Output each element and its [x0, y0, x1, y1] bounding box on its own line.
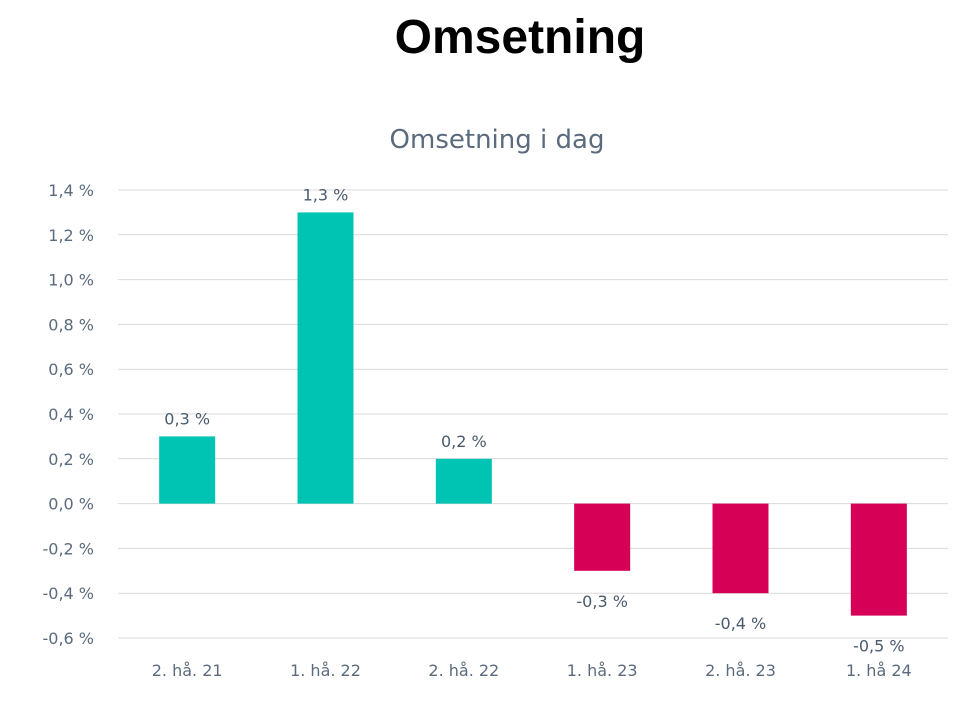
y-tick-label: 0,8 %: [48, 315, 94, 334]
data-label: 1,3 %: [303, 185, 349, 204]
chart-title: Omsetning i dag: [390, 125, 605, 155]
page-title: Omsetning: [394, 11, 646, 64]
y-tick-label: 0,4 %: [48, 405, 94, 424]
y-tick-label: 1,4 %: [48, 181, 94, 200]
x-tick-label: 2. hå. 21: [152, 661, 223, 680]
y-tick-label: 0,6 %: [48, 360, 94, 379]
bar: [712, 503, 769, 594]
x-axis-ticks: 2. hå. 21 1. hå. 22 2. hå. 22 1. hå. 23 2. h…: [152, 661, 912, 680]
x-tick-label: 1. hå. 23: [567, 661, 638, 680]
x-tick-label: 1. hå. 22: [290, 661, 361, 680]
y-tick-label: 1,0 %: [48, 271, 94, 290]
data-label: -0,5 %: [853, 637, 905, 656]
x-tick-label: 2. hå. 22: [428, 661, 499, 680]
y-axis-ticks: 1,4 % 1,2 % 1,0 % 0,8 % 0,6 % 0,4 % 0,2 % 0,0 %…: [42, 181, 94, 648]
data-label: -0,4 %: [715, 614, 767, 633]
data-label: 0,3 %: [164, 409, 210, 428]
bar: [850, 503, 907, 616]
y-tick-label: -0,2 %: [42, 539, 94, 558]
bar: [159, 436, 216, 504]
x-tick-label: 2. hå. 23: [705, 661, 776, 680]
data-label: 0,2 %: [441, 432, 487, 451]
bar: [297, 212, 354, 504]
bar: [435, 458, 492, 504]
y-tick-label: 1,2 %: [48, 226, 94, 245]
y-tick-label: 0,2 %: [48, 450, 94, 469]
bar: [574, 503, 631, 571]
y-tick-label: -0,6 %: [42, 629, 94, 648]
y-tick-label: -0,4 %: [42, 584, 94, 603]
data-labels: 0,3 % 1,3 % 0,2 % -0,3 % -0,4 % -0,5 %: [164, 185, 904, 655]
data-label: -0,3 %: [576, 592, 628, 611]
y-tick-label: 0,0 %: [48, 495, 94, 514]
bars: [159, 212, 907, 616]
gridlines: [118, 189, 948, 639]
x-tick-label: 1. hå 24: [846, 661, 912, 680]
